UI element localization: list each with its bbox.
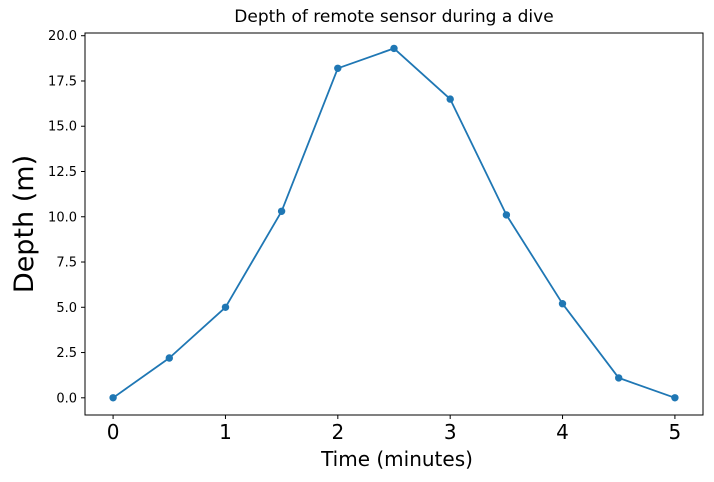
data-point <box>165 354 173 362</box>
x-tick-label: 4 <box>556 420 569 444</box>
y-tick-label: 17.5 <box>48 74 77 89</box>
y-tick-label: 10.0 <box>48 210 77 225</box>
data-point <box>277 207 286 215</box>
x-tick-label: 5 <box>669 420 682 444</box>
y-tick-label: 20.0 <box>48 29 77 44</box>
x-axis-label: Time (minutes) <box>320 447 473 471</box>
axis-ticks: 0 1 2 3 4 5 0.0 2.5 5.0 7.5 10.0 12.5 15.0 17.5 20.0 <box>48 29 681 444</box>
data-point <box>615 374 623 382</box>
data-point <box>390 44 398 53</box>
data-point <box>446 95 454 103</box>
y-tick-label: 7.5 <box>56 256 77 271</box>
data-point <box>671 394 679 402</box>
data-point <box>109 394 117 402</box>
depth-series <box>109 44 679 402</box>
plot-border <box>84 32 704 416</box>
data-point <box>334 64 342 73</box>
y-tick-label: 0.0 <box>56 391 77 406</box>
plot-area <box>85 33 703 415</box>
y-tick-label: 5.0 <box>56 301 77 316</box>
chart-title: Depth of remote sensor during a dive <box>234 7 553 27</box>
x-tick-label: 0 <box>107 420 120 444</box>
data-point <box>502 211 511 219</box>
x-tick-label: 3 <box>444 420 457 444</box>
y-tick-label: 12.5 <box>48 165 77 180</box>
y-tick-label: 15.0 <box>48 120 77 135</box>
y-tick-label: 2.5 <box>56 346 77 361</box>
data-point <box>558 300 567 308</box>
data-point <box>221 303 230 311</box>
y-axis-label: Depth (m) <box>9 155 40 293</box>
x-tick-label: 2 <box>331 420 344 444</box>
x-tick-label: 1 <box>219 420 232 444</box>
